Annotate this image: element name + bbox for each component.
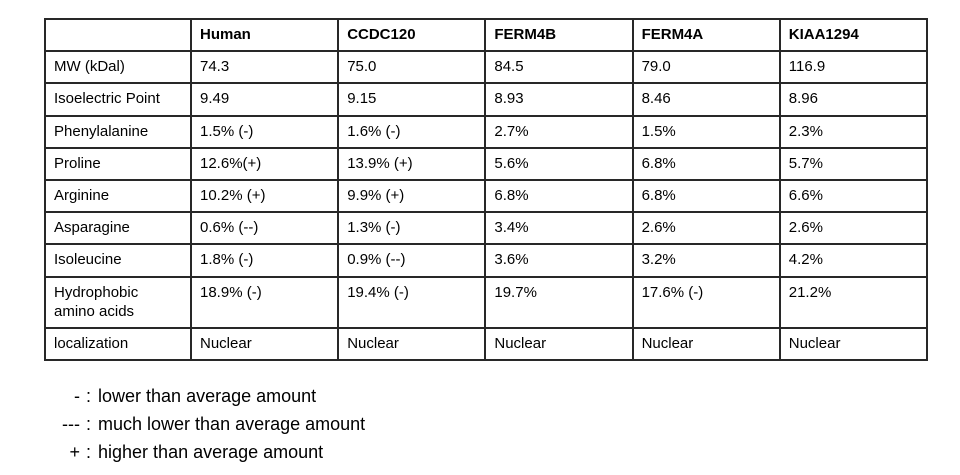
table-row: Asparagine 0.6% (--) 1.3% (-) 3.4% 2.6% 2.6% bbox=[44, 211, 929, 246]
table-cell: 79.0 bbox=[631, 50, 781, 85]
table-cell: 2.6% bbox=[778, 211, 929, 246]
row-label: Phenylalanine bbox=[44, 114, 192, 149]
table-row: Phenylalanine 1.5% (-) 1.6% (-) 2.7% 1.5% 2.3… bbox=[44, 114, 929, 149]
table-cell: 3.4% bbox=[484, 211, 634, 246]
table-row: Isoleucine 1.8% (-) 0.9% (--) 3.6% 3.2% 4.2% bbox=[44, 243, 929, 278]
row-label: Arginine bbox=[44, 178, 192, 214]
table-cell: 0.6% (--) bbox=[189, 211, 340, 246]
table-cell: 9.49 bbox=[189, 82, 340, 117]
table-row: Arginine 10.2% (+) 9.9% (+) 6.8% 6.8% 6.6% bbox=[44, 178, 929, 214]
table-cell: 19.4% (-) bbox=[337, 275, 487, 329]
legend-text: much lower than average amount bbox=[98, 414, 366, 434]
table-cell: 1.3% (-) bbox=[337, 211, 487, 246]
column-header-kiaa1294: KIAA1294 bbox=[778, 17, 929, 53]
table-cell: 0.9% (--) bbox=[337, 243, 487, 278]
table-cell: 84.5 bbox=[484, 50, 634, 85]
table-cell: 10.2% (+) bbox=[189, 178, 340, 214]
table-cell: 75.0 bbox=[337, 50, 487, 85]
table-cell: 2.7% bbox=[484, 114, 634, 149]
table-cell: 13.9% (+) bbox=[337, 146, 487, 181]
protein-comparison-table: Human CCDC120 FERM4B FERM4A KIAA1294 MW (kDa… bbox=[44, 17, 929, 362]
table-cell: 116.9 bbox=[778, 50, 929, 85]
table-cell: 2.3% bbox=[778, 114, 929, 149]
row-label: Isoleucine bbox=[44, 243, 192, 278]
column-header-ccdc120: CCDC120 bbox=[337, 17, 487, 53]
table-cell: 9.9% (+) bbox=[337, 178, 487, 214]
table-cell: 1.5% (-) bbox=[189, 114, 340, 149]
table-cell: Nuclear bbox=[189, 326, 340, 362]
table-cell: 9.15 bbox=[337, 82, 487, 117]
table-cell: 6.8% bbox=[631, 178, 781, 214]
legend-text: higher than average amount bbox=[98, 442, 324, 462]
table-cell: 8.93 bbox=[484, 82, 634, 117]
legend-colon: : bbox=[86, 442, 92, 462]
column-header-ferm4a: FERM4A bbox=[631, 17, 781, 53]
legend: -: lower than average amount ---: much lowe… bbox=[38, 382, 365, 466]
corner-header-cell bbox=[44, 17, 192, 53]
table-cell: 18.9% (-) bbox=[189, 275, 340, 329]
legend-symbol: - bbox=[74, 386, 80, 406]
table-cell: Nuclear bbox=[484, 326, 634, 362]
table-cell: 1.6% (-) bbox=[337, 114, 487, 149]
table-cell: 3.6% bbox=[484, 243, 634, 278]
table-cell: 8.46 bbox=[631, 82, 781, 117]
table-cell: 17.6% (-) bbox=[631, 275, 781, 329]
row-label: Asparagine bbox=[44, 211, 192, 246]
column-header-ferm4b: FERM4B bbox=[484, 17, 634, 53]
table-cell: 2.6% bbox=[631, 211, 781, 246]
row-label: Proline bbox=[44, 146, 192, 181]
table-header-row: Human CCDC120 FERM4B FERM4A KIAA1294 bbox=[44, 17, 929, 53]
legend-symbol: --- bbox=[62, 414, 80, 434]
table-row: MW (kDal) 74.3 75.0 84.5 79.0 116.9 bbox=[44, 50, 929, 85]
legend-line: -: lower than average amount bbox=[38, 382, 365, 410]
table-cell: 12.6%(+) bbox=[189, 146, 340, 181]
row-label: Isoelectric Point bbox=[44, 82, 192, 117]
row-label: localization bbox=[44, 326, 192, 362]
table-cell: 74.3 bbox=[189, 50, 340, 85]
legend-line: ---: much lower than average amount bbox=[38, 410, 365, 438]
legend-colon: : bbox=[86, 414, 92, 434]
table-cell: 6.8% bbox=[631, 146, 781, 181]
legend-symbol: + bbox=[69, 442, 80, 462]
row-label: Hydrophobic amino acids bbox=[44, 275, 192, 329]
table-cell: 4.2% bbox=[778, 243, 929, 278]
legend-colon: : bbox=[86, 386, 92, 406]
table-row: Isoelectric Point 9.49 9.15 8.93 8.46 8.96 bbox=[44, 82, 929, 117]
legend-text: lower than average amount bbox=[98, 386, 317, 406]
row-label: MW (kDal) bbox=[44, 50, 192, 85]
column-header-human: Human bbox=[189, 17, 340, 53]
table-cell: Nuclear bbox=[778, 326, 929, 362]
table-cell: 8.96 bbox=[778, 82, 929, 117]
table-cell: Nuclear bbox=[631, 326, 781, 362]
table-cell: 5.6% bbox=[484, 146, 634, 181]
table-cell: 21.2% bbox=[778, 275, 929, 329]
table-cell: 6.8% bbox=[484, 178, 634, 214]
table-cell: 19.7% bbox=[484, 275, 634, 329]
table-cell: 3.2% bbox=[631, 243, 781, 278]
table-cell: Nuclear bbox=[337, 326, 487, 362]
table-cell: 6.6% bbox=[778, 178, 929, 214]
table-row: localization Nuclear Nuclear Nuclear Nuclear… bbox=[44, 326, 929, 362]
table-cell: 1.8% (-) bbox=[189, 243, 340, 278]
table-cell: 5.7% bbox=[778, 146, 929, 181]
table-row: Hydrophobic amino acids 18.9% (-) 19.4% (-… bbox=[44, 275, 929, 329]
table-cell: 1.5% bbox=[631, 114, 781, 149]
table-row: Proline 12.6%(+) 13.9% (+) 5.6% 6.8% 5.7% bbox=[44, 146, 929, 181]
legend-line: +: higher than average amount bbox=[38, 438, 365, 466]
